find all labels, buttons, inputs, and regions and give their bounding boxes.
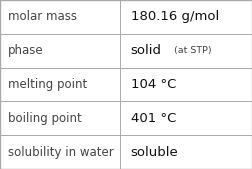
Text: solid: solid bbox=[131, 44, 162, 57]
Text: 104 °C: 104 °C bbox=[131, 78, 176, 91]
Text: phase: phase bbox=[8, 44, 43, 57]
Text: 180.16 g/mol: 180.16 g/mol bbox=[131, 10, 219, 23]
Text: 401 °C: 401 °C bbox=[131, 112, 176, 125]
Text: molar mass: molar mass bbox=[8, 10, 77, 23]
Text: solubility in water: solubility in water bbox=[8, 146, 113, 159]
Text: melting point: melting point bbox=[8, 78, 87, 91]
Text: soluble: soluble bbox=[131, 146, 178, 159]
Text: (at STP): (at STP) bbox=[174, 46, 212, 55]
Text: boiling point: boiling point bbox=[8, 112, 81, 125]
